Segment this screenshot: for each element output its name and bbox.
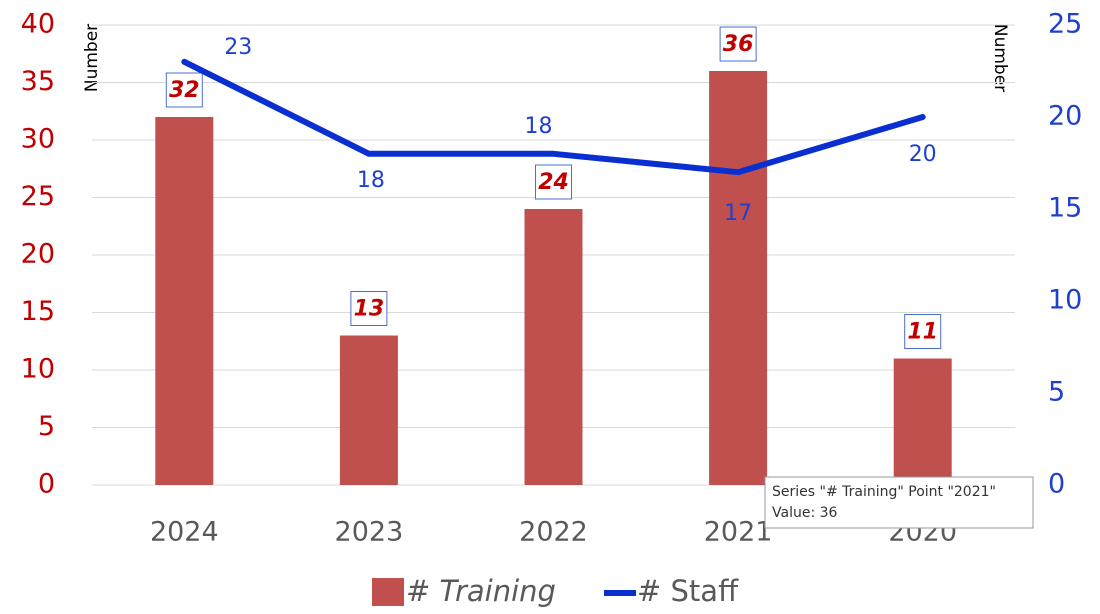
- x-tick-label: 2022: [519, 517, 588, 548]
- bar-label-box: [350, 291, 388, 326]
- y-tick-label: 20: [21, 239, 55, 270]
- y2-tick-label: 15: [1048, 193, 1082, 224]
- y2-axis-label: Number: [990, 24, 1010, 92]
- bar-label: 36: [723, 32, 754, 57]
- legend-swatch: [372, 578, 404, 606]
- y-tick-label: 35: [21, 66, 55, 97]
- tooltip-text: Series "# Training" Point "2021": [772, 484, 996, 500]
- bar-label: 24: [538, 170, 569, 195]
- line-label: 17: [724, 201, 752, 226]
- y-tick-label: 15: [21, 296, 55, 327]
- bar-label-box: [165, 72, 203, 108]
- legend-label: # Training: [406, 574, 556, 608]
- y-tick-label: 25: [21, 181, 55, 212]
- tooltip-box: [764, 476, 1034, 529]
- line-label: 18: [525, 114, 553, 139]
- y2-tick-label: 10: [1048, 285, 1082, 316]
- y-tick-label: 5: [38, 411, 55, 442]
- legend-label: # Staff: [637, 574, 739, 608]
- tooltip: Series "# Training" Point "2021" Value: 3…: [764, 476, 1034, 529]
- y2-tick-label: 20: [1048, 101, 1082, 132]
- bar-label: 13: [354, 297, 385, 322]
- bar-label: 11: [907, 320, 938, 345]
- bar: [524, 209, 583, 485]
- y-axis-label: Number: [82, 24, 102, 92]
- line-label: 23: [224, 35, 252, 60]
- line-label: 20: [909, 142, 937, 167]
- bar: [709, 71, 768, 485]
- line-label: 18: [357, 168, 385, 193]
- bar: [893, 358, 952, 485]
- x-tick-label: 2024: [150, 517, 219, 548]
- y-tick-label: 10: [21, 354, 55, 385]
- x-tick-label: 2023: [335, 517, 404, 548]
- bar: [339, 335, 398, 485]
- line: [181, 58, 926, 176]
- bar-label: 32: [169, 78, 200, 103]
- bar-label-box: [904, 314, 942, 349]
- y-tick-label: 30: [21, 124, 55, 155]
- y2-tick-label: 0: [1048, 469, 1065, 500]
- bar-label-box: [719, 26, 757, 62]
- bar-label-box: [535, 164, 572, 200]
- y2-tick-label: 25: [1048, 9, 1082, 40]
- tooltip-text: Value: 36: [772, 505, 838, 521]
- bar: [155, 117, 214, 485]
- x-tick-label: 2021: [704, 517, 773, 548]
- y-tick-label: 0: [38, 469, 55, 500]
- y-tick-label: 40: [21, 9, 55, 40]
- y2-tick-label: 5: [1048, 377, 1065, 408]
